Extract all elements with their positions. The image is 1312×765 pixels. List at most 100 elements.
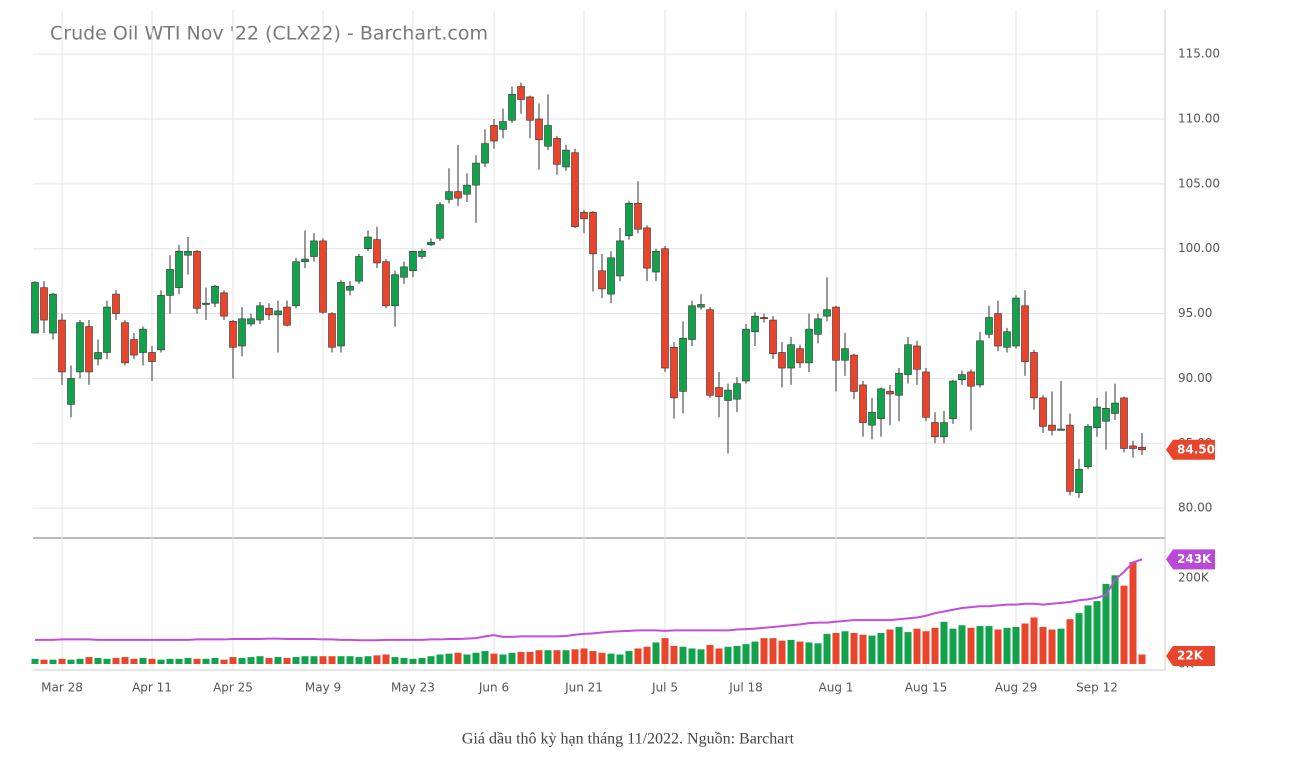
candle-body xyxy=(769,319,777,355)
volume-bar xyxy=(967,627,975,664)
volume-bar xyxy=(112,657,120,664)
value-tag xyxy=(1166,645,1215,666)
candle-body xyxy=(697,304,705,308)
volume-bar xyxy=(832,632,840,664)
volume-bar xyxy=(580,648,588,664)
candle-body xyxy=(706,309,714,396)
volume-bar xyxy=(166,658,174,664)
volume-bar xyxy=(634,648,642,664)
volume-bar xyxy=(598,652,606,664)
candle-body xyxy=(805,328,813,364)
candle-body xyxy=(436,204,444,239)
candle-body xyxy=(454,191,462,199)
candle-body xyxy=(922,371,930,418)
candle-body xyxy=(841,348,849,361)
value-tag-label: 243K xyxy=(1177,552,1212,566)
volume-bar xyxy=(886,629,894,664)
candle-body xyxy=(940,422,948,438)
candle-body xyxy=(220,292,228,317)
candle-body xyxy=(967,371,975,387)
candle-body xyxy=(958,374,966,381)
volume-bar xyxy=(319,656,327,664)
volume-bar xyxy=(409,658,417,664)
volume-bar xyxy=(778,640,786,664)
volume-bar xyxy=(706,645,714,664)
volume-bar xyxy=(913,628,921,664)
volume-bar xyxy=(1120,585,1128,664)
volume-bar xyxy=(760,638,768,664)
candle-body xyxy=(112,293,120,314)
candle-body xyxy=(85,326,93,373)
volume-bar xyxy=(103,658,111,664)
candle-body xyxy=(364,236,372,250)
candle-body xyxy=(247,318,255,325)
candle-body xyxy=(931,422,939,438)
value-tag-label: 84.50 xyxy=(1177,442,1215,456)
candle-body xyxy=(868,411,876,426)
candle-body xyxy=(283,306,291,326)
volume-bar xyxy=(517,651,525,664)
value-tag xyxy=(1166,549,1215,570)
y-tick-label: 100.00 xyxy=(1178,241,1220,255)
candle-body xyxy=(1048,424,1056,431)
candle-body xyxy=(184,250,192,256)
candle-body xyxy=(724,389,732,401)
volume-bar xyxy=(868,635,876,664)
volume-bar xyxy=(931,627,939,664)
candle-body xyxy=(832,306,840,361)
candle-body xyxy=(409,250,417,272)
volume-bar xyxy=(382,654,390,664)
volume-bar xyxy=(364,656,372,664)
y2-tick-label: 200K xyxy=(1178,570,1210,584)
volume-bar xyxy=(1075,613,1083,664)
volume-bar xyxy=(418,657,426,664)
candle-body xyxy=(616,240,624,277)
candle-body xyxy=(391,274,399,307)
candle-body xyxy=(886,391,894,395)
volume-bar xyxy=(220,659,228,664)
candle-body xyxy=(238,318,246,347)
x-tick-label: Mar 28 xyxy=(41,681,83,695)
volume-bar xyxy=(796,641,804,664)
candle-body xyxy=(58,319,66,373)
candle-body xyxy=(526,96,534,121)
candle-body xyxy=(733,383,741,400)
candle-body xyxy=(1066,424,1074,492)
volume-bar xyxy=(427,656,435,664)
candle-body xyxy=(643,227,651,269)
volume-bar xyxy=(436,654,444,664)
volume-bar xyxy=(733,645,741,664)
volume-bar xyxy=(922,631,930,664)
volume-bar xyxy=(121,657,129,664)
volume-bar xyxy=(1138,654,1146,664)
volume-bar xyxy=(1030,617,1038,664)
volume-bar xyxy=(400,657,408,664)
volume-bar xyxy=(355,657,363,664)
volume-bar xyxy=(1057,628,1065,664)
volume-bar xyxy=(751,641,759,664)
volume-bar xyxy=(1093,601,1101,664)
candle-body xyxy=(94,352,102,360)
volume-bar xyxy=(184,657,192,664)
y-tick-label: 95.00 xyxy=(1178,306,1212,320)
volume-bar xyxy=(949,628,957,664)
candle-body xyxy=(337,282,345,347)
candle-body xyxy=(571,152,579,227)
candle-body xyxy=(49,293,57,334)
value-tag-label: 22K xyxy=(1177,648,1204,662)
volume-bar xyxy=(1012,626,1020,664)
candle-body xyxy=(319,240,327,313)
volume-bar xyxy=(265,657,273,664)
volume-bar xyxy=(823,633,831,664)
candle-body xyxy=(292,261,300,307)
x-tick-label: Apr 11 xyxy=(132,681,172,695)
volume-bar xyxy=(859,634,867,664)
volume-bar xyxy=(328,656,336,664)
candle-body xyxy=(256,305,264,321)
volume-bar xyxy=(211,657,219,664)
volume-bar xyxy=(499,654,507,664)
candle-body xyxy=(382,261,390,307)
candle-body xyxy=(652,250,660,273)
candle-body xyxy=(1021,305,1029,362)
